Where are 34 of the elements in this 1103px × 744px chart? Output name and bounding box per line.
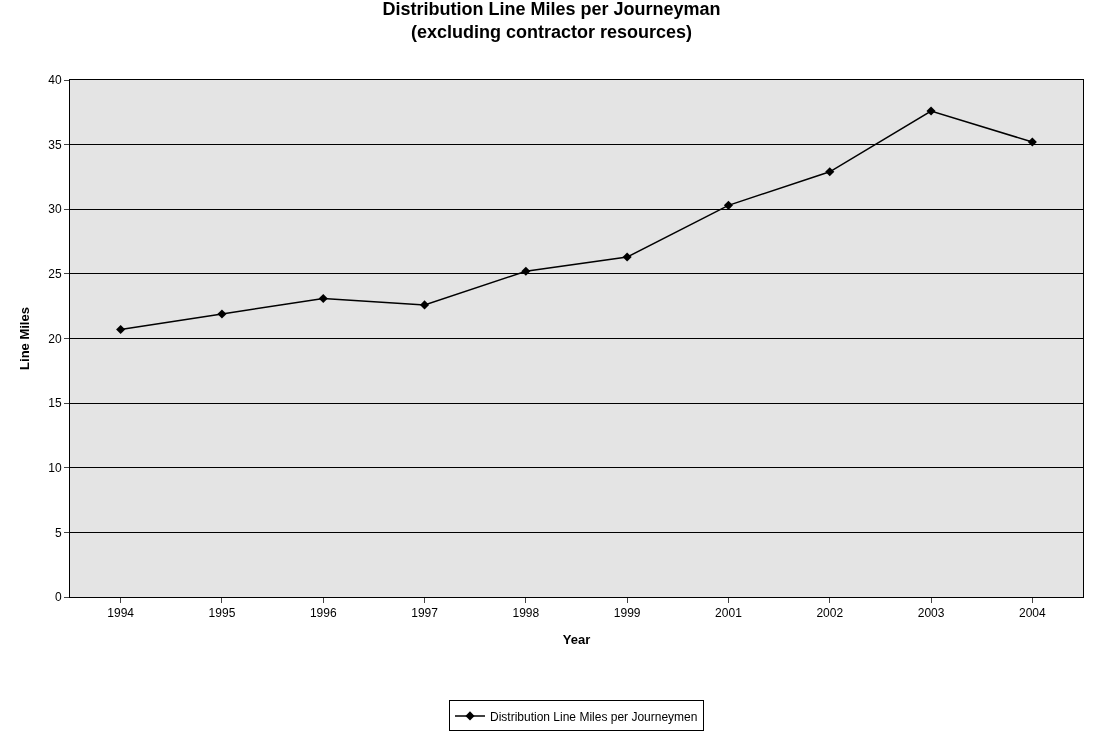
x-axis-title: Year [562, 632, 591, 647]
point [521, 266, 531, 276]
legend-label: Distribution Line Miles per Journeymen [490, 709, 698, 724]
point [1027, 137, 1037, 147]
y-tick-label: 25 [48, 267, 62, 282]
x-tick-label: 1995 [208, 606, 236, 621]
point [116, 324, 126, 334]
x-tick-label: 2004 [1019, 606, 1047, 621]
x-tick-label: 2002 [816, 606, 844, 621]
x-tick-label: 1997 [411, 606, 439, 621]
chart-subtitle: (excluding contractor resources) [410, 22, 693, 43]
x-tick-label: 1999 [613, 606, 641, 621]
y-tick-label: 10 [48, 460, 62, 475]
point [420, 300, 430, 310]
x-tick-label: 1994 [107, 606, 135, 621]
point [318, 293, 328, 303]
x-tick-label: 1998 [512, 606, 540, 621]
point [825, 167, 835, 177]
point [926, 106, 936, 116]
point [622, 252, 632, 262]
chart-title: Distribution Line Miles per Journeyman [382, 0, 721, 19]
y-tick-label: 20 [48, 331, 62, 346]
point [217, 309, 227, 319]
y-tick-label: 40 [48, 73, 62, 88]
y-tick-label: 0 [54, 590, 62, 605]
x-tick-label: 2001 [715, 606, 743, 621]
x-tick-label: 2003 [917, 606, 945, 621]
x-tick-label: 1996 [309, 606, 337, 621]
y-tick-label: 30 [48, 202, 62, 217]
y-tick-label: 15 [48, 396, 62, 411]
point [723, 200, 733, 210]
y-tick-label: 5 [54, 525, 62, 540]
y-tick-label: 35 [48, 137, 62, 152]
y-axis-title: Line Miles [17, 307, 33, 370]
